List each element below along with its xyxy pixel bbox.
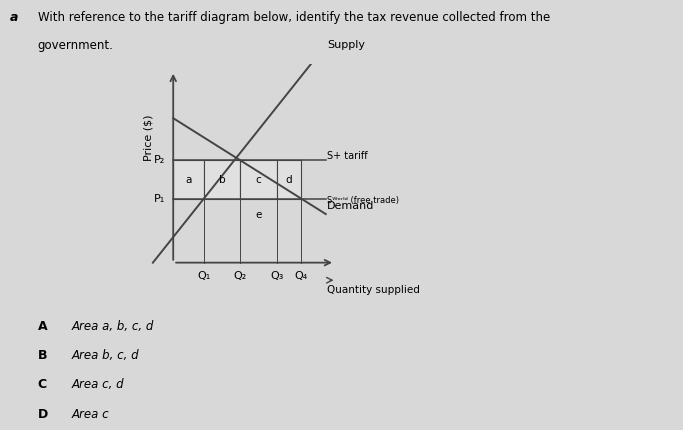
Text: Price ($): Price ($) <box>144 115 154 161</box>
Text: Demand: Demand <box>327 201 375 211</box>
Text: B: B <box>38 349 47 362</box>
Text: Q₃: Q₃ <box>270 270 283 281</box>
Text: Q₁: Q₁ <box>197 270 210 281</box>
Text: Quantity supplied: Quantity supplied <box>327 285 420 295</box>
Text: With reference to the tariff diagram below, identify the tax revenue collected f: With reference to the tariff diagram bel… <box>38 11 550 24</box>
Text: A: A <box>38 320 47 333</box>
Text: Area b, c, d: Area b, c, d <box>72 349 139 362</box>
Text: D: D <box>38 408 48 421</box>
Text: e: e <box>255 210 262 220</box>
Text: Sᵂᵒʳˡᵈ (free trade): Sᵂᵒʳˡᵈ (free trade) <box>327 196 400 205</box>
Text: Q₄: Q₄ <box>295 270 308 281</box>
Text: Area c: Area c <box>72 408 109 421</box>
Text: b: b <box>219 175 225 184</box>
Text: a: a <box>185 175 192 184</box>
Text: Q₂: Q₂ <box>234 270 247 281</box>
Text: government.: government. <box>38 39 113 52</box>
Text: c: c <box>256 175 262 184</box>
Text: C: C <box>38 378 46 391</box>
Text: Area c, d: Area c, d <box>72 378 124 391</box>
Text: S+ tariff: S+ tariff <box>327 150 368 160</box>
Bar <box>204 160 240 199</box>
Text: Area a, b, c, d: Area a, b, c, d <box>72 320 154 333</box>
Bar <box>240 160 277 199</box>
Bar <box>173 160 204 199</box>
Bar <box>277 160 301 199</box>
Text: a: a <box>10 11 18 24</box>
Text: P₁: P₁ <box>154 194 165 204</box>
Text: Supply: Supply <box>327 40 365 50</box>
Text: d: d <box>286 175 292 184</box>
Text: P₂: P₂ <box>154 155 165 166</box>
